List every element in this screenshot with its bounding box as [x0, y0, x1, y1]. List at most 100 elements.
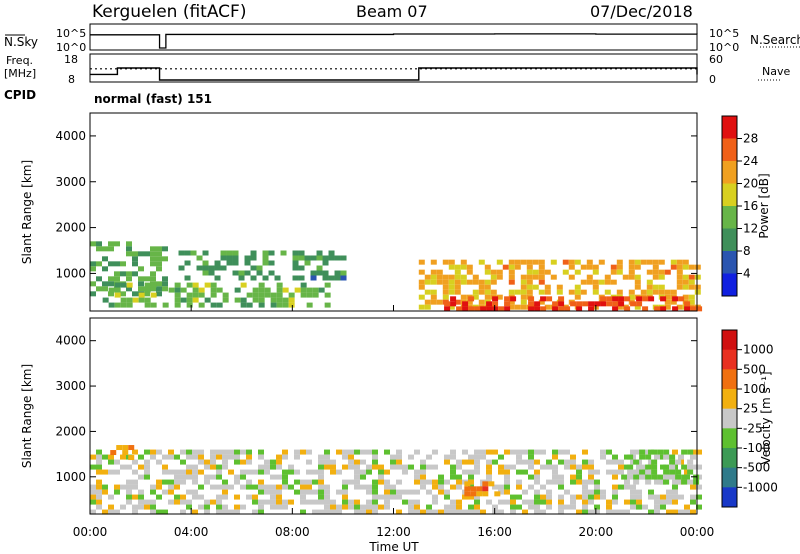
velocity-cell	[324, 449, 330, 455]
velocity-cell	[138, 464, 144, 470]
power-cell	[622, 274, 629, 280]
power-cell	[138, 276, 144, 282]
velocity-cell	[162, 479, 168, 485]
power-cell	[178, 250, 185, 256]
velocity-cell	[234, 509, 240, 515]
power-cell	[538, 299, 545, 305]
power-cell	[508, 269, 515, 275]
power-cell	[466, 279, 473, 285]
power-cell	[418, 269, 425, 275]
velocity-cell	[492, 459, 498, 465]
velocity-cell	[414, 474, 420, 480]
velocity-cell	[384, 489, 390, 495]
velocity-cell	[342, 499, 348, 505]
velocity-cell	[186, 504, 192, 510]
velocity-cell	[681, 449, 688, 455]
velocity-cell	[174, 479, 180, 485]
velocity-cell	[126, 494, 132, 500]
velocity-cell	[474, 494, 480, 500]
velocity-colorbar-block	[722, 448, 737, 469]
power-cell	[558, 296, 565, 302]
velocity-cell	[606, 469, 612, 475]
velocity-cell	[456, 474, 462, 480]
velocity-cell	[162, 464, 168, 470]
power-cell	[108, 241, 114, 247]
velocity-cell	[663, 469, 670, 475]
power-cell	[252, 297, 259, 303]
velocity-cell	[294, 489, 300, 495]
power-cell	[696, 306, 703, 312]
velocity-cell	[384, 499, 390, 505]
velocity-cell	[318, 489, 324, 495]
power-cell	[528, 306, 535, 312]
velocity-cell	[462, 509, 468, 515]
velocity-cell	[300, 494, 306, 500]
velocity-cell	[660, 499, 666, 505]
velocity-cell	[354, 464, 360, 470]
velocity-cell	[174, 499, 180, 505]
power-cell	[442, 284, 449, 290]
velocity-cell	[612, 454, 618, 460]
power-cell	[574, 294, 581, 300]
velocity-cell	[582, 494, 588, 500]
velocity-cell	[132, 509, 138, 515]
power-cell	[676, 284, 683, 290]
velocity-cell	[246, 494, 252, 500]
velocity-cell	[558, 459, 564, 465]
velocity-cell	[414, 449, 420, 455]
velocity-cell	[456, 484, 462, 490]
power-cell	[126, 286, 132, 292]
power-cell	[682, 279, 689, 285]
velocity-cell	[318, 509, 324, 515]
velocity-cell	[588, 509, 594, 515]
power-cell	[660, 306, 667, 312]
velocity-cell	[126, 464, 132, 470]
power-cell	[670, 264, 677, 270]
velocity-cell	[120, 464, 126, 470]
velocity-cell	[360, 449, 366, 455]
power-cell	[138, 297, 145, 303]
velocity-cell	[498, 469, 504, 475]
velocity-cell	[675, 479, 682, 485]
velocity-cell	[294, 469, 300, 475]
velocity-cell	[464, 481, 471, 487]
power-cell	[604, 289, 611, 295]
velocity-cell	[408, 499, 414, 505]
power-cell	[268, 260, 275, 266]
velocity-cell	[450, 469, 456, 475]
power-cell	[328, 275, 335, 281]
power-cell	[424, 289, 431, 295]
velocity-cell	[258, 454, 264, 460]
velocity-cell	[510, 449, 516, 455]
velocity-cell	[402, 464, 408, 470]
power-cell	[460, 279, 467, 285]
velocity-cell	[222, 459, 228, 465]
velocity-cell	[570, 464, 576, 470]
power-cell	[298, 265, 305, 271]
power-cell	[138, 286, 144, 292]
velocity-cell	[600, 489, 606, 495]
velocity-cell	[312, 489, 318, 495]
power-cell	[478, 289, 485, 295]
power-cell	[180, 297, 187, 303]
velocity-cell	[600, 449, 606, 455]
velocity-cell	[534, 509, 540, 515]
velocity-cell	[636, 504, 642, 510]
velocity-cell	[342, 484, 348, 490]
velocity-cell	[528, 499, 534, 505]
velocity-cell	[180, 494, 186, 500]
power-cell	[244, 260, 251, 266]
power-cell	[676, 259, 683, 265]
power-cell	[334, 255, 341, 261]
power-cell	[658, 289, 665, 295]
velocity-cell	[474, 464, 480, 470]
power-cell	[612, 296, 619, 302]
velocity-cell	[456, 464, 462, 470]
velocity-cell	[132, 504, 138, 510]
velocity-cell	[360, 469, 366, 475]
velocity-cell	[663, 474, 670, 480]
power-cell	[190, 250, 197, 256]
power-cell	[424, 279, 431, 285]
power-panel: 4000 3000 2000 1000 Slant Range [km] 28 24 20…	[20, 112, 771, 312]
velocity-cell	[570, 459, 576, 465]
